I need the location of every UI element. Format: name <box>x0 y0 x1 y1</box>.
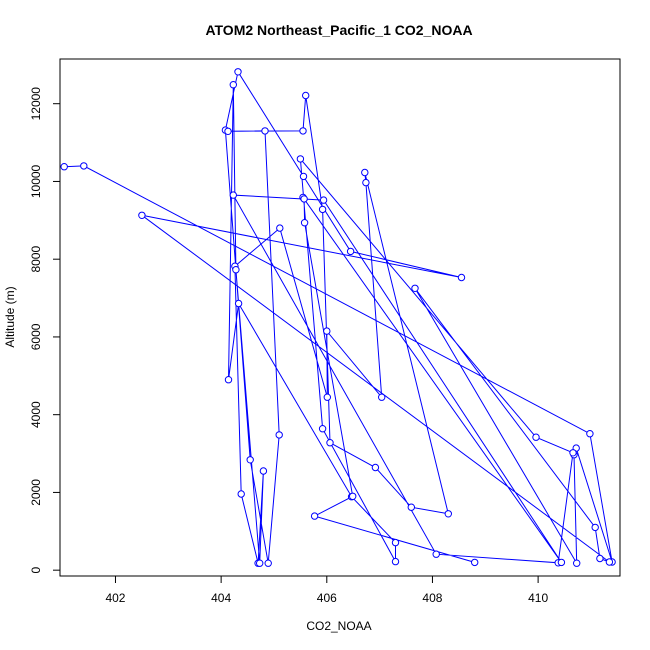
data-point <box>378 393 386 401</box>
data-point <box>319 196 328 204</box>
data-point <box>557 558 566 567</box>
data-point <box>432 550 440 558</box>
x-axis-label: CO2_NOAA <box>306 619 371 633</box>
x-tick-label: 402 <box>105 591 125 605</box>
plot-frame <box>59 58 621 577</box>
data-point <box>323 327 331 335</box>
plot-area <box>60 68 616 567</box>
x-tick-label: 410 <box>528 591 548 605</box>
x-tick-label: 404 <box>211 591 231 605</box>
data-point <box>407 503 415 511</box>
chart-title: ATOM2 Northeast_Pacific_1 CO2_NOAA <box>205 22 472 38</box>
data-point <box>302 91 310 100</box>
data-point <box>326 439 334 447</box>
y-axis-label: Altitude (m) <box>3 286 17 347</box>
data-point <box>299 127 307 135</box>
data-point <box>391 557 400 566</box>
data-point <box>300 219 309 227</box>
data-point <box>569 449 577 457</box>
y-tick-label: 6000 <box>29 323 43 350</box>
x-tick-label: 406 <box>317 591 337 605</box>
data-point <box>276 224 284 232</box>
data-point <box>256 559 264 567</box>
y-tick-label: 0 <box>29 567 43 574</box>
y-tick-label: 2000 <box>29 479 43 506</box>
data-point <box>318 205 327 214</box>
data-point <box>296 155 305 163</box>
data-point <box>391 538 400 547</box>
data-point <box>60 163 68 171</box>
data-point <box>444 510 452 518</box>
data-point <box>138 211 146 220</box>
data-point <box>310 512 319 520</box>
data-point <box>471 558 479 567</box>
data-point <box>362 178 370 187</box>
data-point <box>234 299 243 308</box>
data-point <box>264 559 272 567</box>
data-point <box>457 273 466 282</box>
data-point <box>300 195 308 203</box>
data-point <box>80 162 88 170</box>
data-point <box>605 558 614 566</box>
data-point <box>596 554 604 563</box>
data-point <box>224 127 232 136</box>
data-point <box>229 191 238 199</box>
data-point <box>232 266 240 274</box>
data-point <box>361 168 369 177</box>
data-point <box>224 376 233 384</box>
x-axis: 402 404 406 408 410 <box>105 576 548 605</box>
data-point <box>234 68 242 76</box>
data-point <box>318 425 327 433</box>
y-tick-label: 10000 <box>29 164 43 198</box>
y-tick-label: 4000 <box>29 401 43 428</box>
data-point <box>237 490 245 498</box>
data-point <box>259 467 268 475</box>
y-axis: 0 2000 4000 6000 8000 10000 12000 <box>29 87 60 574</box>
data-point <box>591 523 599 532</box>
data-point <box>275 431 283 439</box>
y-tick-label: 8000 <box>29 246 43 273</box>
data-point <box>371 463 380 472</box>
data-point <box>229 81 238 89</box>
data-point <box>411 284 419 292</box>
series-line <box>64 70 613 566</box>
data-point <box>299 172 308 181</box>
data-point <box>246 456 254 464</box>
data-point <box>532 433 540 441</box>
y-tick-label: 12000 <box>29 87 43 121</box>
x-tick-label: 408 <box>422 591 442 605</box>
data-point <box>346 247 355 256</box>
data-point <box>586 430 594 438</box>
data-point <box>573 559 581 567</box>
data-point <box>323 393 331 401</box>
data-point <box>261 127 269 135</box>
data-point <box>349 492 357 500</box>
